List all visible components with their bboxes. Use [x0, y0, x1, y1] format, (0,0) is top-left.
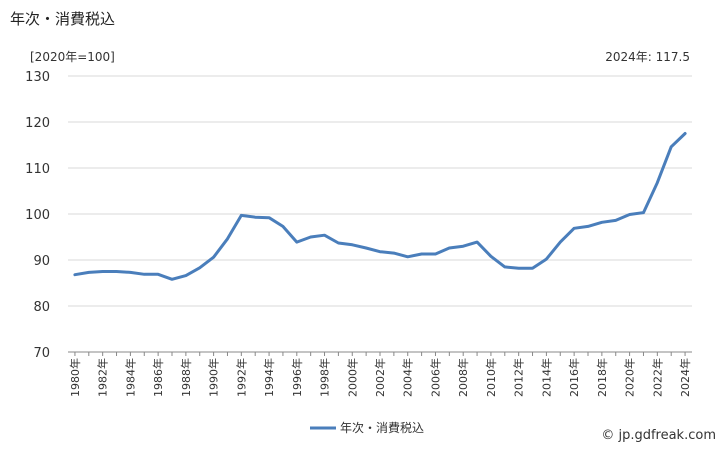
y-tick-label: 110	[25, 162, 50, 177]
data-point	[545, 257, 548, 261]
data-point	[462, 245, 465, 248]
x-tick-label: 2014年	[539, 358, 553, 397]
data-point	[448, 246, 451, 250]
data-point	[337, 241, 340, 245]
data-point	[351, 243, 354, 247]
y-tick-label: 90	[33, 254, 50, 269]
data-point	[503, 265, 506, 269]
data-point	[517, 267, 520, 270]
data-point	[254, 216, 257, 219]
data-point	[420, 252, 423, 256]
x-tick-label: 2012年	[512, 358, 526, 397]
x-tick-label: 2006年	[428, 358, 442, 397]
x-tick-label: 1982年	[96, 358, 110, 397]
x-tick-label: 1994年	[262, 358, 276, 397]
y-axis-unit-label: [2020年=100]	[30, 50, 115, 64]
data-point	[628, 213, 631, 216]
x-tick-label: 2024年	[678, 358, 692, 397]
data-point	[281, 225, 285, 228]
x-tick-label: 1998年	[318, 358, 332, 397]
data-point	[614, 219, 617, 222]
y-tick-label: 130	[25, 70, 50, 85]
data-point	[156, 273, 160, 276]
data-point	[378, 250, 382, 253]
data-point	[129, 271, 132, 274]
data-point	[240, 214, 243, 217]
y-tick-label: 80	[33, 300, 50, 315]
x-tick-label: 2000年	[345, 358, 359, 397]
x-tick-label: 2016年	[567, 358, 581, 397]
x-tick-label: 2022年	[650, 358, 664, 397]
data-point	[489, 255, 493, 258]
data-point	[101, 270, 104, 273]
series-line	[73, 132, 687, 281]
data-point	[392, 251, 396, 255]
data-point	[656, 181, 659, 184]
x-tick-label: 2010年	[484, 358, 498, 397]
data-point	[683, 132, 687, 135]
x-tick-label: 2018年	[595, 358, 609, 397]
data-point	[406, 255, 409, 258]
y-tick-label: 120	[25, 116, 50, 131]
data-point	[198, 266, 201, 270]
data-point	[295, 240, 298, 244]
data-point	[475, 240, 479, 244]
data-point	[323, 233, 326, 237]
data-point	[184, 274, 188, 277]
data-point	[642, 211, 645, 214]
x-tick-label: 1992年	[234, 358, 248, 397]
data-point	[364, 246, 368, 250]
x-tick-label: 2004年	[401, 358, 415, 397]
data-point	[212, 256, 215, 259]
x-tick-label: 1988年	[179, 358, 193, 397]
data-point	[309, 235, 312, 239]
data-point	[267, 216, 271, 219]
data-point	[531, 267, 534, 270]
data-point	[586, 225, 590, 228]
x-tick-label: 1990年	[207, 358, 221, 397]
data-point	[87, 271, 91, 274]
data-point	[600, 221, 604, 224]
site-credit: © jp.gdfreak.com	[601, 428, 716, 443]
y-tick-label: 100	[25, 208, 50, 223]
data-point	[73, 273, 77, 276]
data-point	[559, 240, 562, 244]
data-point	[143, 273, 146, 276]
x-tick-label: 2020年	[623, 358, 637, 397]
x-tick-label: 1986年	[151, 358, 165, 397]
latest-value-label: 2024年: 117.5	[605, 50, 690, 64]
x-tick-label: 1996年	[290, 358, 304, 397]
x-tick-label: 1980年	[68, 358, 82, 397]
data-point	[115, 270, 118, 273]
chart-title: 年次・消費税込	[10, 10, 116, 28]
data-point	[226, 237, 229, 241]
y-tick-label: 70	[33, 346, 50, 361]
data-point	[434, 252, 437, 256]
data-point	[170, 278, 174, 281]
x-tick-label: 2002年	[373, 358, 387, 397]
data-point	[572, 227, 576, 230]
data-point	[670, 145, 673, 149]
x-tick-label: 1984年	[123, 358, 137, 397]
x-tick-label: 2008年	[456, 358, 470, 397]
legend-label: 年次・消費税込	[340, 420, 424, 435]
